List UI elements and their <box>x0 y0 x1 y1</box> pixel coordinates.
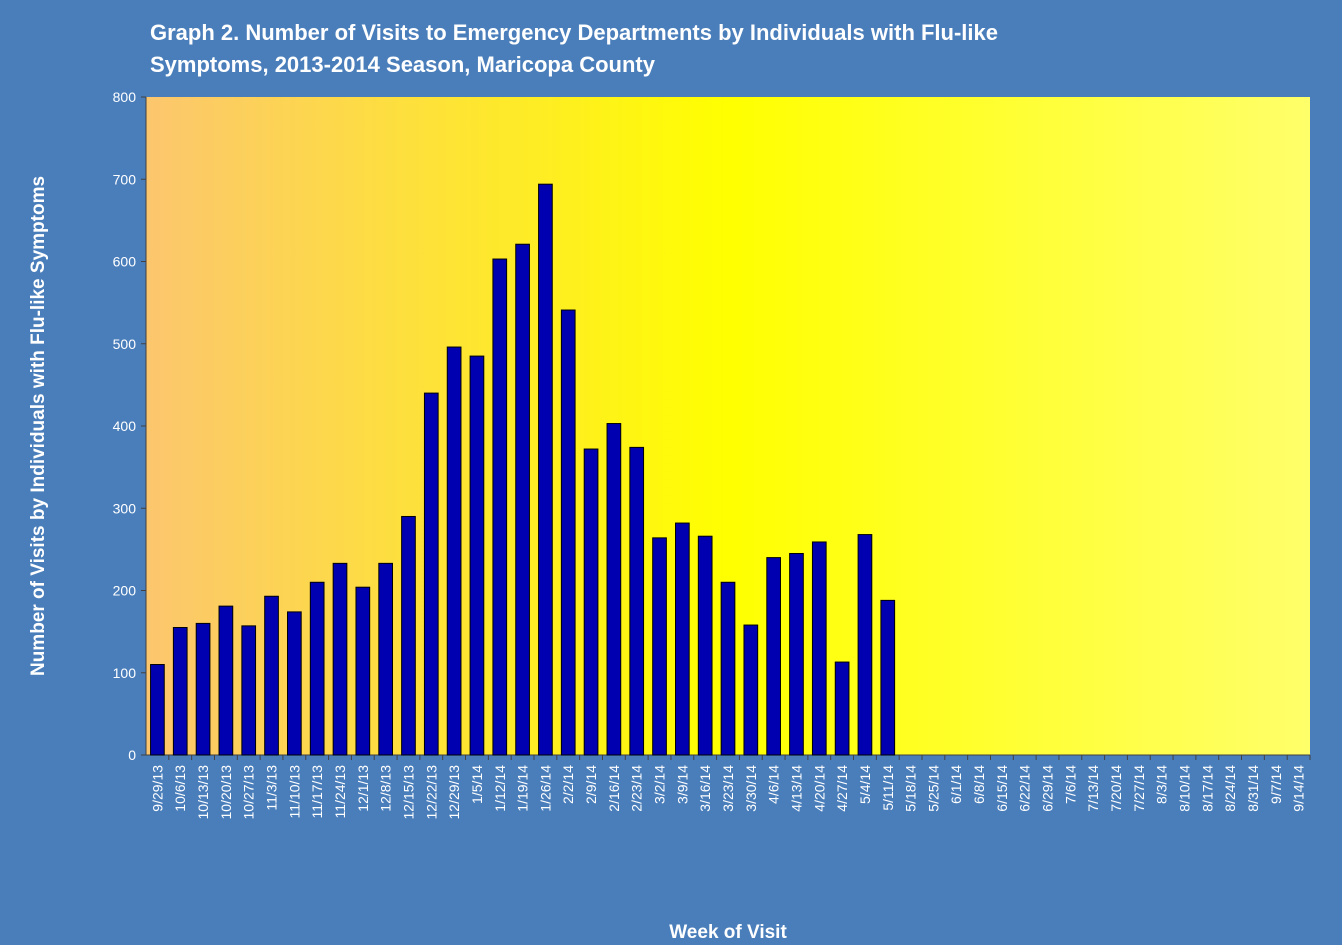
x-tick-label: 4/13/14 <box>788 765 804 812</box>
x-tick-label: 2/2/14 <box>560 765 576 804</box>
x-tick-label: 8/24/14 <box>1222 765 1238 812</box>
bar <box>469 355 485 756</box>
y-tick-label: 800 <box>113 89 137 105</box>
x-tick-label: 5/18/14 <box>903 765 919 812</box>
bar <box>629 446 645 756</box>
bar <box>675 522 690 756</box>
y-tick-label: 0 <box>128 747 136 763</box>
bar <box>834 661 850 756</box>
bar <box>423 392 439 756</box>
x-tick-label: 5/25/14 <box>925 765 941 812</box>
x-tick-label: 3/30/14 <box>743 765 759 812</box>
x-tick-label: 12/15/13 <box>400 765 416 820</box>
x-tick-label: 6/29/14 <box>1040 765 1056 812</box>
bar <box>515 243 530 756</box>
x-tick-label: 11/10/13 <box>286 765 302 819</box>
x-tick-label: 3/9/14 <box>674 765 690 804</box>
x-tick-label: 7/13/14 <box>1085 765 1101 812</box>
bar <box>446 346 462 756</box>
bar <box>538 183 553 756</box>
x-tick-label: 12/22/13 <box>423 765 439 820</box>
x-tick-label: 5/11/14 <box>880 765 896 811</box>
x-tick-label: 12/1/13 <box>355 765 371 812</box>
bar <box>241 625 257 756</box>
x-tick-label: 4/27/14 <box>834 765 850 812</box>
chart-title: Graph 2. Number of Visits to Emergency D… <box>150 20 998 45</box>
x-tick-label: 10/27/13 <box>241 765 257 820</box>
bar <box>720 581 736 756</box>
x-tick-label: 6/15/14 <box>994 765 1010 812</box>
bar <box>811 541 827 756</box>
bar <box>150 664 165 756</box>
x-tick-label: 11/17/13 <box>309 765 325 819</box>
y-tick-label: 700 <box>113 171 137 187</box>
bar <box>743 624 759 756</box>
bar <box>880 599 896 756</box>
x-tick-label: 8/17/14 <box>1199 765 1215 812</box>
y-tick-label: 600 <box>113 254 137 270</box>
bar <box>766 557 781 756</box>
x-tick-label: 10/13/13 <box>195 765 211 820</box>
x-tick-label: 8/3/14 <box>1154 765 1170 804</box>
x-tick-label: 7/20/14 <box>1108 765 1124 812</box>
bar <box>378 562 393 756</box>
y-tick-label: 100 <box>113 665 137 681</box>
x-tick-label: 12/8/13 <box>378 765 394 812</box>
x-tick-label: 10/6/13 <box>172 765 188 812</box>
x-tick-label: 2/16/14 <box>606 765 622 812</box>
x-tick-label: 1/19/14 <box>515 765 531 812</box>
bar <box>606 423 622 756</box>
y-axis-label: Number of Visits by Individuals with Flu… <box>28 176 49 676</box>
bar <box>789 552 804 756</box>
bar <box>857 534 873 756</box>
chart-title: Symptoms, 2013-2014 Season, Maricopa Cou… <box>150 52 656 77</box>
bar <box>652 537 667 756</box>
x-tick-label: 6/1/14 <box>948 765 964 804</box>
x-tick-label: 3/16/14 <box>697 765 713 812</box>
x-tick-label: 10/20/13 <box>218 765 234 820</box>
x-tick-label: 3/23/14 <box>720 765 736 812</box>
x-tick-label: 9/29/13 <box>149 765 165 812</box>
x-tick-label: 2/23/14 <box>629 765 645 812</box>
y-tick-label: 200 <box>113 583 137 599</box>
x-tick-label: 11/3/13 <box>264 765 280 811</box>
x-tick-label: 1/12/14 <box>492 765 508 812</box>
x-tick-label: 1/26/14 <box>537 765 553 812</box>
bar <box>309 581 325 756</box>
x-tick-label: 11/24/13 <box>332 765 348 819</box>
bar <box>401 515 416 756</box>
x-tick-label: 8/31/14 <box>1245 765 1261 812</box>
bar <box>172 627 188 756</box>
x-tick-label: 4/20/14 <box>811 765 827 812</box>
x-axis-label: Week of Visit <box>669 922 787 943</box>
bar <box>287 611 302 756</box>
y-tick-label: 500 <box>113 336 137 352</box>
y-tick-label: 400 <box>113 418 137 434</box>
x-tick-label: 6/22/14 <box>1017 765 1033 812</box>
bar <box>332 562 348 756</box>
x-tick-label: 3/2/14 <box>652 765 668 804</box>
bar <box>697 535 713 756</box>
bar <box>264 595 279 756</box>
bar <box>218 605 234 756</box>
x-tick-label: 9/14/14 <box>1291 765 1307 812</box>
x-tick-label: 9/7/14 <box>1268 765 1284 804</box>
y-tick-label: 300 <box>113 500 137 516</box>
x-tick-label: 6/8/14 <box>971 765 987 804</box>
bar <box>560 309 576 756</box>
x-tick-label: 2/9/14 <box>583 765 599 804</box>
x-tick-label: 5/4/14 <box>857 765 873 804</box>
bar <box>355 586 371 756</box>
x-tick-label: 1/5/14 <box>469 765 485 804</box>
x-tick-label: 12/29/13 <box>446 765 462 820</box>
x-tick-label: 7/6/14 <box>1062 765 1078 804</box>
x-tick-label: 4/6/14 <box>766 765 782 804</box>
bar <box>583 448 599 756</box>
x-tick-label: 7/27/14 <box>1131 765 1147 812</box>
bar <box>195 622 211 756</box>
x-tick-label: 8/10/14 <box>1176 765 1192 812</box>
bar <box>492 258 508 756</box>
